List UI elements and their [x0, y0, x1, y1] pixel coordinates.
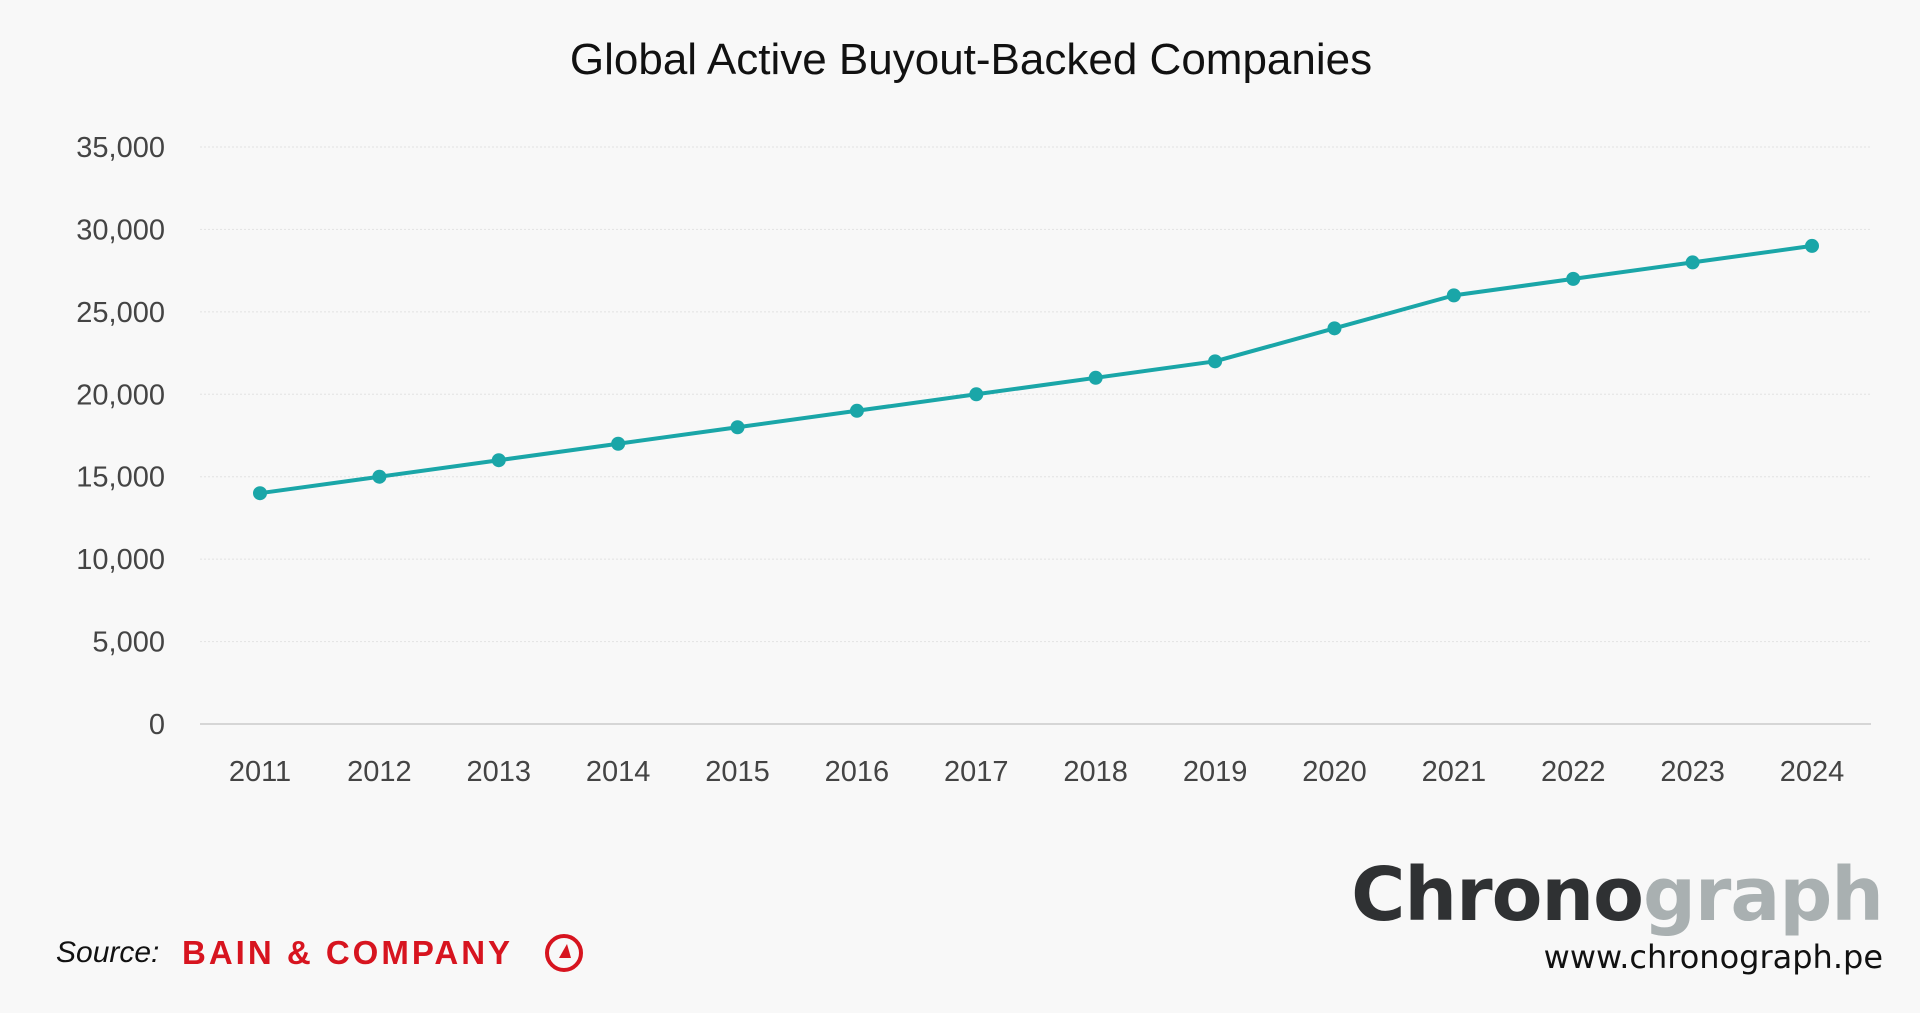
x-tick-label: 2019 [1183, 756, 1248, 788]
bain-logo-icon [545, 934, 583, 972]
data-point [491, 453, 506, 468]
x-tick-label: 2014 [586, 756, 651, 788]
x-tick-label: 2018 [1063, 756, 1128, 788]
x-tick-label: 2016 [825, 756, 890, 788]
logo-part1: Chrono [1351, 852, 1644, 938]
data-point [730, 420, 745, 435]
chronograph-logo: Chronograph [1351, 852, 1884, 938]
y-tick-label: 0 [149, 709, 165, 741]
y-tick-label: 5,000 [92, 627, 165, 659]
y-tick-label: 20,000 [76, 379, 165, 411]
y-tick-label: 30,000 [76, 214, 165, 246]
logo-part2: graph [1642, 852, 1884, 938]
data-point [969, 387, 984, 402]
x-tick-label: 2023 [1660, 756, 1725, 788]
y-tick-label: 25,000 [76, 297, 165, 329]
x-tick-label: 2020 [1302, 756, 1367, 788]
data-point [1685, 255, 1700, 270]
website-url: www.chronograph.pe [1543, 938, 1883, 976]
y-tick-label: 35,000 [76, 132, 165, 164]
x-tick-label: 2015 [705, 756, 770, 788]
y-tick-label: 10,000 [76, 544, 165, 576]
x-tick-label: 2012 [347, 756, 412, 788]
data-point [1805, 238, 1819, 253]
source-label: Source: [56, 936, 160, 969]
y-tick-label: 15,000 [76, 462, 165, 494]
data-point [253, 486, 267, 501]
series-line [259, 243, 1813, 496]
chart-title: Global Active Buyout-Backed Companies [570, 35, 1372, 84]
x-tick-label: 2013 [467, 756, 532, 788]
x-tick-label: 2022 [1541, 756, 1606, 788]
x-tick-label: 2021 [1422, 756, 1487, 788]
x-tick-label: 2011 [229, 756, 291, 788]
line-chart: Global Active Buyout-Backed Companies 0 5… [76, 35, 1871, 788]
data-point [1327, 321, 1342, 336]
x-tick-label: 2024 [1780, 756, 1845, 788]
data-point [372, 469, 387, 484]
data-point [1446, 288, 1461, 303]
data-point [1208, 354, 1223, 369]
data-point [849, 403, 864, 418]
source-name: BAIN & COMPANY [182, 934, 514, 971]
data-point [1088, 370, 1103, 385]
data-point [1566, 271, 1581, 286]
x-tick-label: 2017 [944, 756, 1009, 788]
data-point [611, 436, 626, 451]
